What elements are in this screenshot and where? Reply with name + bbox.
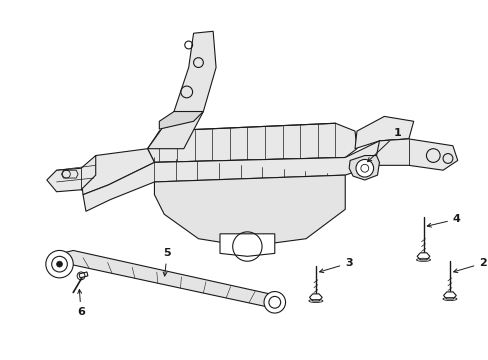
Polygon shape [443,292,455,299]
Polygon shape [47,156,96,192]
Polygon shape [147,123,356,162]
Circle shape [46,251,73,278]
Polygon shape [79,272,88,278]
Polygon shape [83,139,408,211]
Text: 1: 1 [367,128,401,162]
Polygon shape [147,31,216,149]
Polygon shape [81,149,154,195]
Polygon shape [374,139,457,170]
Polygon shape [309,294,322,301]
Circle shape [57,261,62,267]
Polygon shape [220,234,274,256]
Polygon shape [416,253,429,260]
Circle shape [355,159,373,177]
Polygon shape [57,251,281,309]
Text: 6: 6 [77,289,85,317]
Text: 3: 3 [319,258,352,273]
Text: 2: 2 [453,258,486,273]
Polygon shape [159,112,203,129]
Polygon shape [154,175,345,247]
Text: 4: 4 [427,214,460,227]
Polygon shape [348,156,379,180]
Polygon shape [354,116,413,149]
Text: 5: 5 [163,248,171,276]
Circle shape [264,292,285,313]
